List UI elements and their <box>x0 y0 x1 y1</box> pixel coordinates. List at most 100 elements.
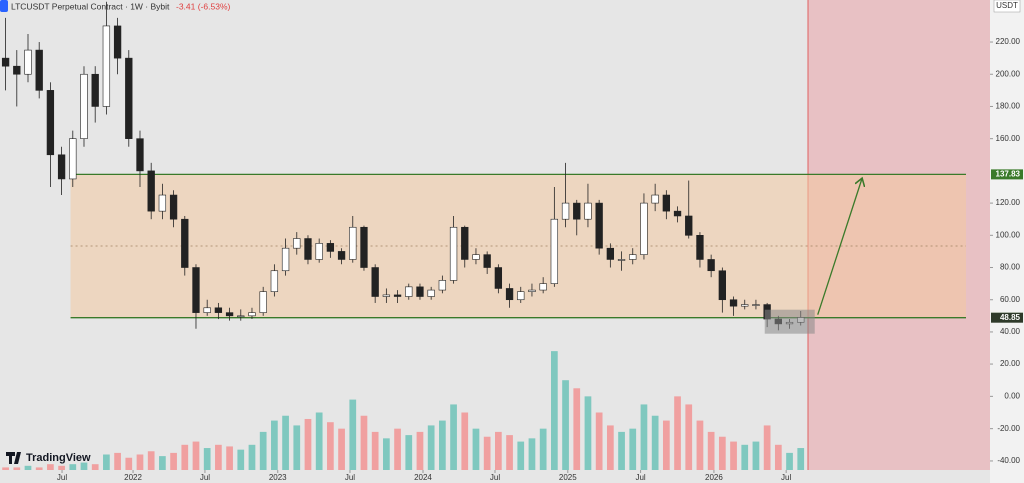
range-lower-label: 48.85 <box>1000 313 1021 322</box>
y-tick-label: 220.00 <box>996 37 1021 46</box>
y-tick-label: 160.00 <box>996 134 1021 143</box>
volume-bar <box>573 388 581 470</box>
y2-tick-label: 0.00 <box>1004 391 1020 400</box>
y-tick-label: 180.00 <box>996 102 1021 111</box>
y2-tick-label: -40.00 <box>997 456 1020 465</box>
candle-body <box>113 25 122 59</box>
volume-bar <box>797 448 805 470</box>
candle-body <box>69 138 77 180</box>
candle-body <box>449 226 458 281</box>
volume-bar <box>103 454 110 470</box>
candle-body <box>662 194 671 212</box>
candle-body <box>528 289 536 292</box>
range-upper-label: 137.83 <box>996 169 1021 178</box>
volume-bar <box>226 446 233 470</box>
x-tick-label: Jul <box>635 473 645 482</box>
candle-body <box>741 304 749 307</box>
volume-bar <box>293 425 301 470</box>
range-lower-tag <box>991 312 1023 323</box>
volume-bar <box>405 435 413 470</box>
candle-body <box>371 267 379 297</box>
candle-body <box>225 312 234 317</box>
candle-body <box>505 288 514 301</box>
volume-bar <box>114 452 121 470</box>
candle-body <box>673 210 682 217</box>
volume-bar <box>271 420 278 470</box>
x-tick-label: 2023 <box>269 473 287 482</box>
candle-body <box>13 65 21 75</box>
volume-bar <box>562 380 569 470</box>
volume-bar <box>338 428 345 470</box>
volume-bar <box>170 452 177 470</box>
volume-bar <box>539 428 547 470</box>
volume-bar <box>774 444 782 470</box>
candle-body <box>561 202 570 220</box>
candle-body <box>494 267 503 289</box>
volume-bar <box>136 454 144 470</box>
y-tick-label: 200.00 <box>996 69 1021 78</box>
candle-body <box>550 218 559 284</box>
volume-bar <box>282 415 289 470</box>
brand: TradingView <box>26 452 91 464</box>
candle-body <box>640 202 648 255</box>
candle-body <box>248 312 256 317</box>
candle-body <box>539 283 547 291</box>
brand-logo <box>6 452 21 464</box>
volume-bar <box>674 396 681 470</box>
candle-body <box>427 289 435 297</box>
candle-body <box>606 247 615 260</box>
currency: USDT <box>996 1 1018 10</box>
candle-body <box>629 254 637 260</box>
candle-body <box>259 291 267 313</box>
volume-bar <box>125 457 133 470</box>
candle-body <box>214 307 223 313</box>
candle-body <box>35 49 43 91</box>
volume-bar <box>696 420 704 470</box>
y2-tick-label: 20.00 <box>1000 359 1021 368</box>
x-tick-label: 2024 <box>414 473 432 482</box>
y2-tick-label: -20.00 <box>997 424 1020 433</box>
candle-body <box>169 194 178 220</box>
x-tick-label: Jul <box>57 473 67 482</box>
y-tick-label: 120.00 <box>996 198 1021 207</box>
y-tick-label: 80.00 <box>1000 263 1021 272</box>
y-tick-label: 60.00 <box>1000 295 1021 304</box>
candle-body <box>281 247 290 272</box>
volume-bar <box>91 464 99 470</box>
candle-body <box>393 294 402 297</box>
volume-bar <box>427 425 435 470</box>
x-tick-label: 2025 <box>559 473 577 482</box>
volume-bar <box>383 438 390 470</box>
volume-bar <box>2 467 9 470</box>
x-tick-label: Jul <box>490 473 500 482</box>
candle-body <box>57 154 66 180</box>
volume-bar <box>371 431 379 470</box>
candle-body <box>326 243 335 252</box>
volume-bar <box>58 465 65 470</box>
volume-bar <box>685 404 693 470</box>
volume-bar <box>80 462 88 470</box>
chart-title: LTCUSDT Perpetual Contract · 1W · Bybit <box>11 1 170 11</box>
accumulation-box <box>764 309 815 334</box>
candle-body <box>573 202 581 220</box>
candle-body <box>80 73 88 139</box>
candle-body <box>46 90 55 156</box>
range-upper-tag <box>991 169 1023 180</box>
candle-body <box>315 243 323 260</box>
volume-bar <box>259 431 267 470</box>
candle-body <box>718 270 727 301</box>
volume-bar <box>517 441 525 470</box>
volume-bar <box>24 465 32 470</box>
candle-body <box>91 73 99 107</box>
candle-body <box>685 215 693 236</box>
candle-body <box>707 259 715 272</box>
candle-body <box>24 49 32 75</box>
candle-body <box>752 304 760 306</box>
volume-bar <box>550 351 558 470</box>
volume-bar <box>718 436 726 470</box>
candle-body <box>483 254 491 268</box>
candle-body <box>696 235 704 260</box>
candle-body <box>337 251 346 260</box>
volume-bar <box>763 425 771 470</box>
